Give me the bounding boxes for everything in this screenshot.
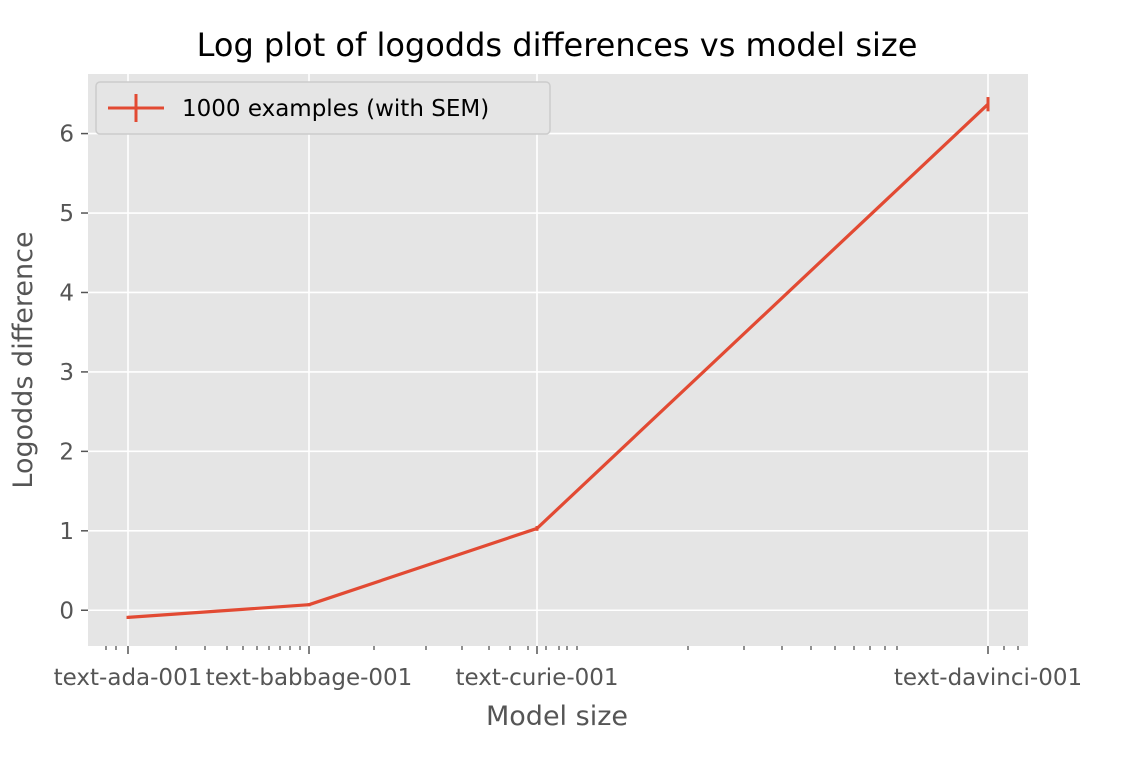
y-tick-label: 6 [59,122,74,148]
y-ticks: 0 1 2 3 4 5 6 [59,122,88,624]
legend-label: 1000 examples (with SEM) [182,96,489,122]
x-tick-label: text-ada-001 [54,665,203,691]
series-line [127,103,990,619]
chart-title: Log plot of logodds differences vs model… [197,26,918,64]
x-tick-label: text-curie-001 [455,665,618,691]
plot-area [88,74,1028,646]
x-ticks: text-ada-001 text-babbage-001 text-curie-0… [54,646,1082,691]
y-tick-label: 5 [59,201,74,227]
x-tick-label: text-babbage-001 [206,665,413,691]
y-tick-label: 3 [59,360,74,386]
y-tick-label: 1 [59,519,74,545]
x-axis-label: Model size [486,701,628,732]
y-tick-label: 4 [59,280,74,306]
legend-box [95,81,551,135]
x-tick-label: text-davinci-001 [894,665,1082,691]
y-tick-label: 2 [59,439,74,465]
y-axis-label: Logodds difference [8,231,39,488]
legend: 1000 examples (with SEM) [95,81,551,135]
y-tick-label: 0 [59,598,74,624]
minor-ticks [105,646,1019,650]
series [126,97,990,619]
